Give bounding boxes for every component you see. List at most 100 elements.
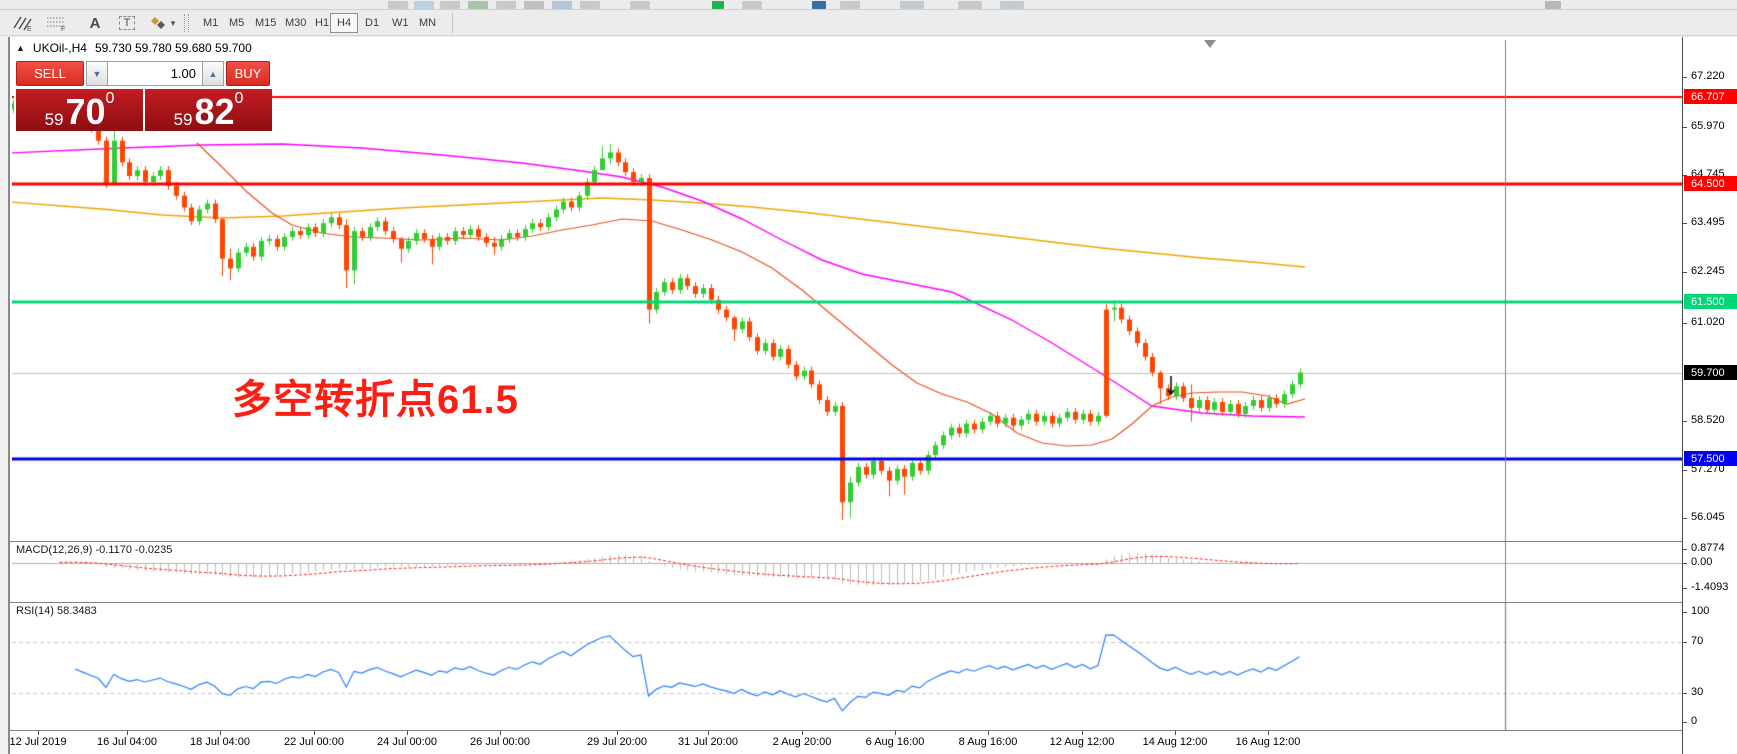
toolbar-fragment-icon[interactable] — [440, 1, 460, 9]
price-chart-canvas[interactable] — [12, 38, 1682, 541]
axis-tick — [1683, 323, 1687, 324]
price-axis[interactable]: 67.220 65.970 64.745 63.495 62.245 61.020 58.5… — [1683, 37, 1737, 754]
axis-tick — [1683, 127, 1687, 128]
axis-tick — [1683, 549, 1687, 550]
toolbar-fragment-icon[interactable] — [958, 1, 982, 9]
time-axis-label: 18 Jul 04:00 — [190, 736, 250, 748]
ask-price-point: 0 — [234, 90, 244, 107]
one-click-trade-panel: SELL ▼ ▲ BUY 59 70 0 59 82 0 — [14, 59, 272, 131]
toolbar-fragment-icon[interactable] — [630, 1, 650, 9]
textbox-t-glyph: T — [118, 16, 136, 30]
toolbar-fragment-icon[interactable] — [1000, 1, 1024, 9]
timeframe-button-D1[interactable]: D1 — [365, 17, 380, 29]
toolbar-fragment-icon[interactable] — [524, 1, 544, 9]
macd-canvas[interactable] — [12, 542, 1682, 602]
toolbar-fragment-icon[interactable] — [840, 1, 860, 9]
timeframe-button-M1[interactable]: M1 — [203, 17, 219, 29]
indicators-hatch-icon[interactable]: E — [10, 12, 36, 34]
toolbar-fragment-icon[interactable] — [712, 1, 724, 9]
time-axis-tick — [617, 731, 618, 735]
ask-price-box[interactable]: 59 82 0 — [145, 89, 272, 131]
time-axis-tick — [407, 731, 408, 735]
time-axis-tick — [220, 731, 221, 735]
axis-tick — [1683, 223, 1687, 224]
time-axis-label: 16 Aug 12:00 — [1235, 736, 1301, 748]
axis-tick — [1683, 518, 1687, 519]
axis-tick — [1683, 77, 1687, 78]
time-axis[interactable]: 12 Jul 2019 16 Jul 04:00 18 Jul 04:00 22 Ju… — [10, 731, 1682, 754]
volume-input[interactable] — [108, 61, 202, 86]
axis-tick — [1683, 693, 1687, 694]
text-annotation-object[interactable]: 多空转折点61.5 — [232, 378, 519, 422]
volume-decrease-button[interactable]: ▼ — [86, 61, 108, 86]
time-axis-label: 24 Jul 00:00 — [377, 736, 437, 748]
time-axis-tick — [127, 731, 128, 735]
toolbar-fragment-icon[interactable] — [742, 1, 762, 9]
chart-shift-marker-icon — [1204, 40, 1216, 48]
bid-price-box[interactable]: 59 70 0 — [16, 89, 143, 131]
axis-tick — [1683, 421, 1687, 422]
axis-tick — [1683, 612, 1687, 613]
toolbar-grip[interactable] — [184, 14, 189, 32]
timeframe-button-M30[interactable]: M30 — [285, 17, 307, 29]
sell-button[interactable]: SELL — [16, 61, 84, 86]
axis-tick — [1683, 272, 1687, 273]
rsi-indicator-name: RSI(14) — [16, 605, 54, 617]
macd-axis-label: 0.00 — [1691, 556, 1713, 568]
price-axis-label: 57.270 — [1691, 463, 1725, 475]
time-axis-tick — [1082, 731, 1083, 735]
price-axis-label: 67.220 — [1691, 70, 1725, 82]
toolbar-fragment-icon[interactable] — [414, 1, 434, 9]
axis-tick — [1683, 470, 1687, 471]
price-axis-border — [1682, 37, 1683, 754]
timeframe-button-M15[interactable]: M15 — [255, 17, 277, 29]
ohlc-values: 59.730 59.780 59.680 59.700 — [94, 41, 252, 55]
textbox-icon[interactable]: T — [114, 12, 140, 34]
time-axis-tick — [988, 731, 989, 735]
axis-tick — [1683, 722, 1687, 723]
toolbar: E F A T ▾ M1 M5 M15 M30 H1 H4 D1 W1 MN — [0, 10, 1737, 37]
toolbar-fragment-icon[interactable] — [900, 1, 924, 9]
ask-price-whole: 59 — [173, 110, 193, 129]
time-axis-tick — [1268, 731, 1269, 735]
time-axis-tick — [708, 731, 709, 735]
grid-f-icon[interactable]: F — [44, 12, 70, 34]
time-axis-label: 8 Aug 16:00 — [958, 736, 1018, 748]
timeframe-button-W1[interactable]: W1 — [392, 17, 409, 29]
time-axis-label: 2 Aug 20:00 — [772, 736, 832, 748]
toolbar-fragment-icon[interactable] — [552, 1, 572, 9]
chart-window: ▲ UKOil-,H4 59.730 59.780 59.680 59.700 … — [8, 37, 1737, 754]
toolbar-fragment-icon[interactable] — [388, 1, 408, 9]
toolbar-fragment-icon[interactable] — [580, 1, 600, 9]
timeframe-button-M5[interactable]: M5 — [229, 17, 245, 29]
bid-price-point: 0 — [105, 90, 115, 107]
text-label-icon[interactable]: A — [89, 14, 101, 32]
volume-increase-button[interactable]: ▲ — [202, 61, 224, 86]
dropdown-caret-icon[interactable]: ▾ — [170, 17, 176, 28]
toolbar-fragment-icon[interactable] — [496, 1, 516, 9]
collapse-panel-arrow[interactable]: ▲ — [16, 43, 25, 53]
time-axis-label: 26 Jul 00:00 — [470, 736, 530, 748]
macd-label-row: MACD(12,26,9) -0.1170 -0.0235 — [16, 544, 172, 556]
macd-axis-label: -1.4093 — [1691, 581, 1729, 593]
time-axis-label: 16 Jul 04:00 — [97, 736, 157, 748]
toolbar-fragment-icon[interactable] — [812, 1, 826, 9]
time-axis-label: 12 Jul 2019 — [9, 736, 67, 748]
rsi-axis-label: 100 — [1691, 605, 1710, 617]
toolbar-fragment-icon[interactable] — [468, 1, 488, 9]
timeframe-button-H4[interactable]: H4 — [330, 13, 359, 33]
buy-button[interactable]: BUY — [226, 61, 270, 86]
timeframe-button-MN[interactable]: MN — [419, 17, 437, 29]
rsi-panel-divider[interactable] — [10, 602, 1737, 603]
macd-panel-divider[interactable] — [10, 541, 1737, 542]
rsi-canvas[interactable] — [12, 603, 1682, 731]
axis-tick — [1683, 563, 1687, 564]
toolbar-fragment-icon[interactable] — [1545, 1, 1561, 9]
svg-text:E: E — [27, 26, 32, 32]
symbol-period-label: UKOil-,H4 — [32, 41, 87, 55]
objects-arrange-icon[interactable] — [146, 12, 172, 34]
rsi-axis-label: 30 — [1691, 686, 1704, 698]
hline-price-badge: 64.500 — [1684, 176, 1737, 191]
timeframe-button-H1[interactable]: H1 — [315, 17, 330, 29]
